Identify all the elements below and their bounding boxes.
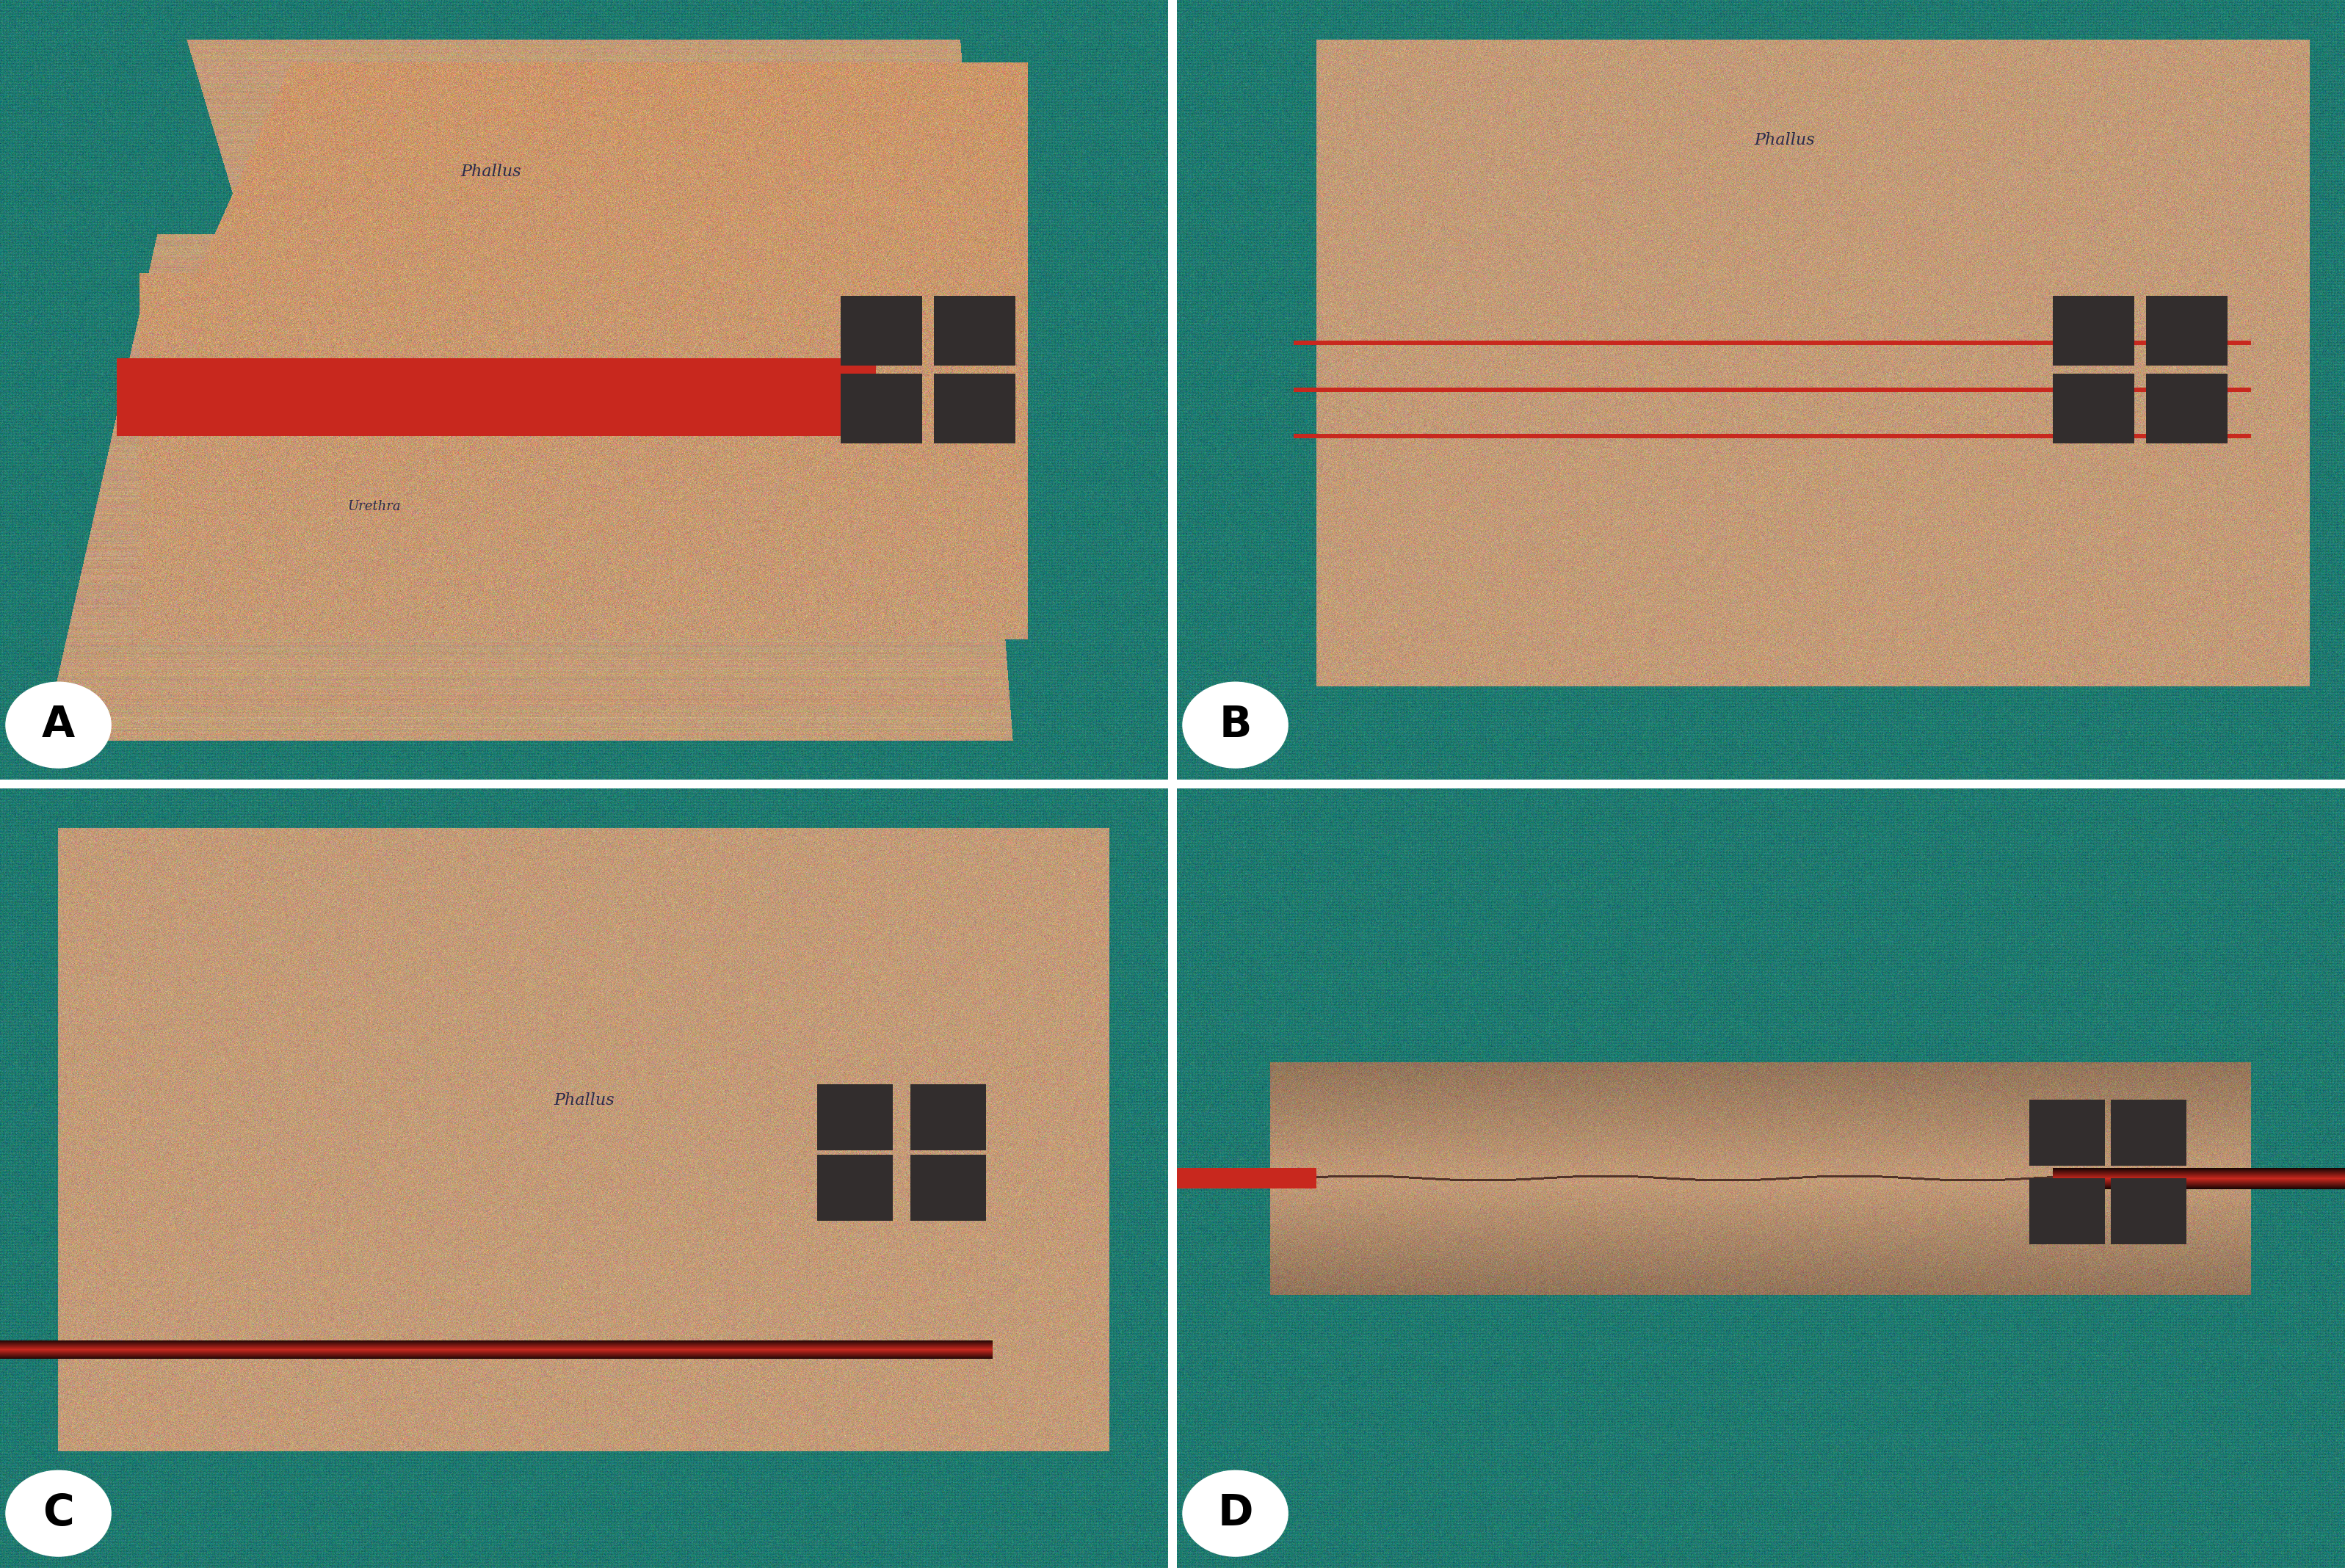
Text: A: A — [42, 704, 75, 746]
Ellipse shape — [5, 682, 110, 768]
Ellipse shape — [1182, 682, 1287, 768]
Text: Phallus: Phallus — [1754, 132, 1815, 149]
Text: B: B — [1219, 704, 1252, 746]
Text: Urethra: Urethra — [347, 500, 401, 513]
Text: Phallus: Phallus — [553, 1093, 614, 1109]
Text: D: D — [1217, 1493, 1252, 1535]
Ellipse shape — [1182, 1471, 1287, 1557]
Text: Phallus: Phallus — [460, 163, 521, 180]
Ellipse shape — [5, 1471, 110, 1557]
Text: C: C — [42, 1493, 75, 1535]
